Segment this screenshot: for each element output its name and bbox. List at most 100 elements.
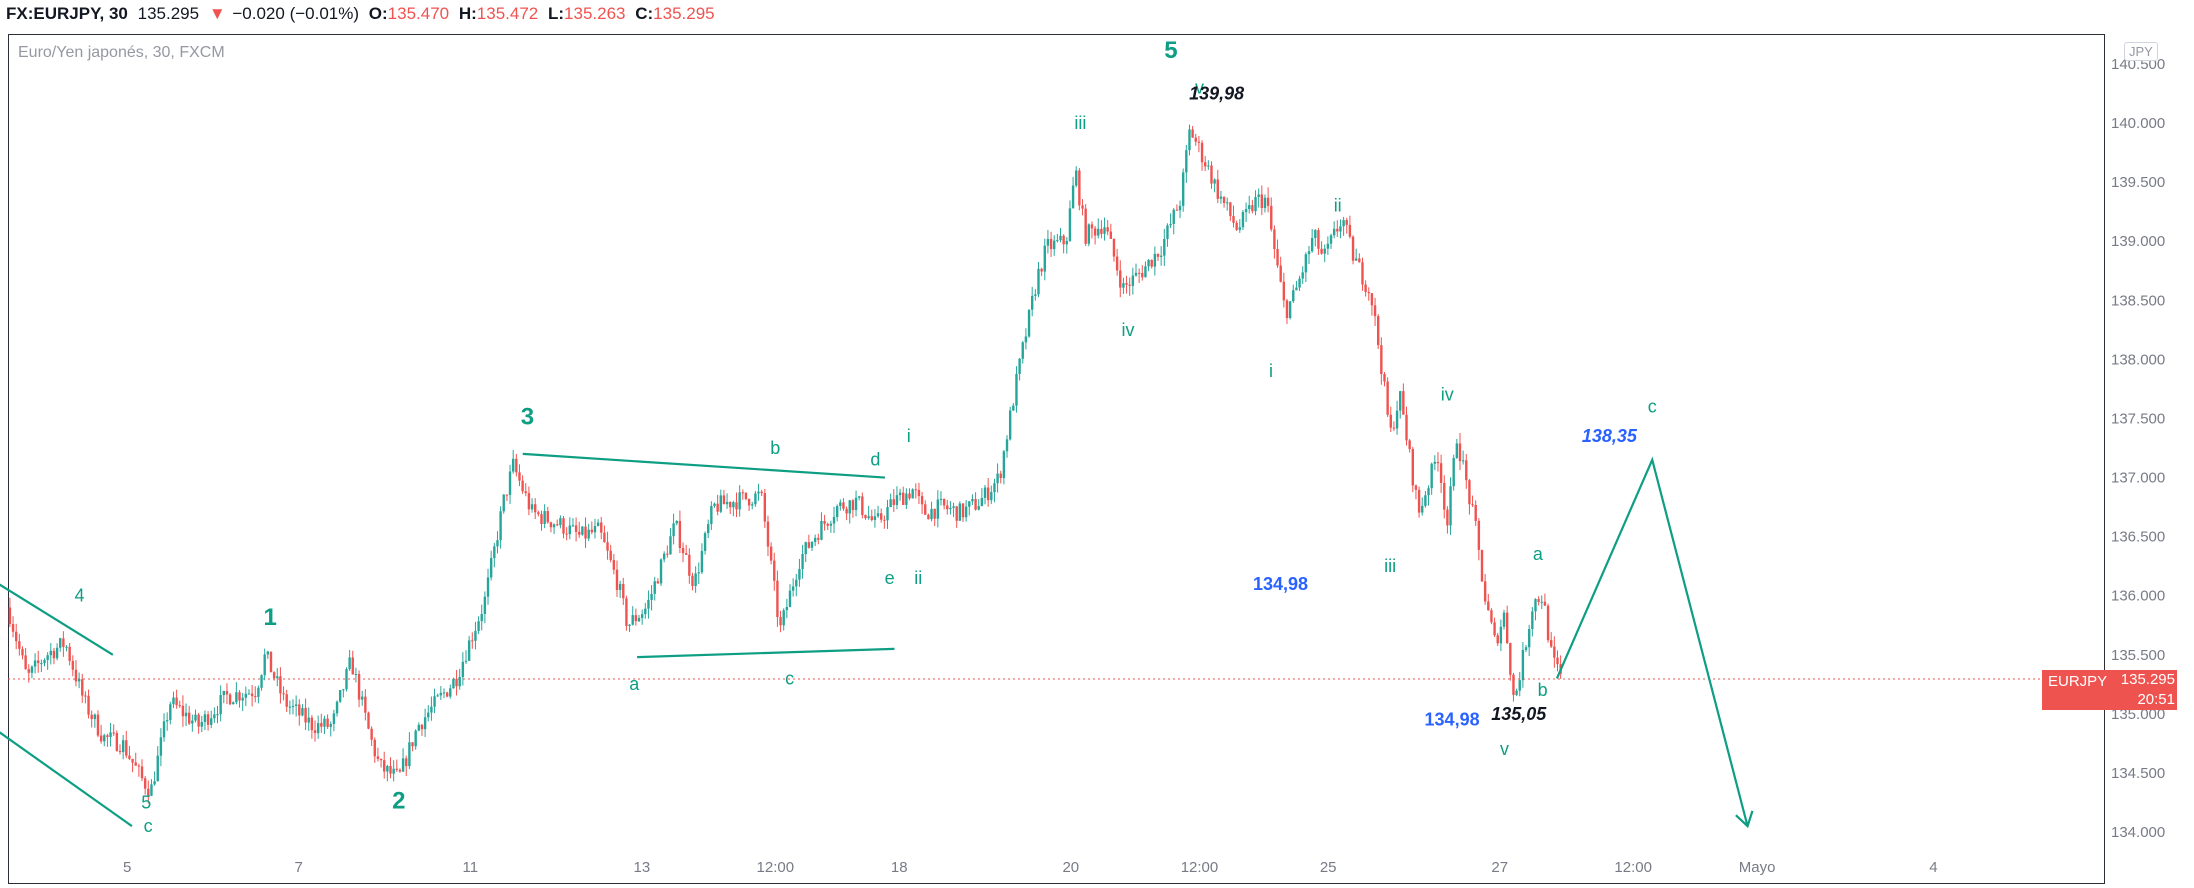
candle-body: [527, 493, 531, 510]
plot-area[interactable]: [8, 34, 2105, 884]
price-axis[interactable]: 134.000 134.500 135.000 135.500 136.000 136.5…: [2111, 56, 2165, 841]
wave-label[interactable]: c: [1648, 397, 1657, 417]
wave-label[interactable]: 5: [1164, 37, 1177, 64]
candle-body: [71, 660, 75, 670]
wave-label[interactable]: ii: [914, 568, 922, 588]
candle-body: [1084, 208, 1087, 244]
candle-body: [1049, 239, 1053, 250]
wave-label[interactable]: b: [770, 438, 780, 458]
candle-body: [471, 640, 474, 642]
candle-body: [266, 651, 270, 655]
candle-body: [716, 503, 719, 512]
candle-body: [1106, 227, 1109, 232]
wave-label[interactable]: v: [1195, 78, 1204, 98]
wave-label[interactable]: d: [870, 450, 880, 470]
time-axis[interactable]: 5 7 11 13 12:00 18 20 12:00 25 27 12:00 Mayo 4: [123, 859, 1938, 876]
triangle-upper-line[interactable]: [522, 452, 885, 479]
wave-label[interactable]: i: [1269, 361, 1273, 381]
wave-label[interactable]: iv: [1441, 385, 1454, 405]
candle-body: [1002, 451, 1006, 479]
candle-body: [832, 517, 836, 524]
wave-label[interactable]: iii: [1074, 113, 1086, 133]
wave-label[interactable]: i: [907, 426, 911, 446]
candle-body: [914, 489, 918, 491]
candle-body: [1027, 309, 1031, 337]
currency-badge[interactable]: JPY: [2124, 42, 2158, 61]
candle-body: [1430, 463, 1433, 489]
candle-body: [744, 492, 748, 500]
high-label: H:: [458, 4, 477, 23]
triangle-lower-line[interactable]: [637, 647, 895, 659]
candle-body: [260, 675, 263, 688]
price-notes[interactable]: 139,98 134,98 134,98 135,05 138,35: [1189, 83, 1638, 729]
candle-body: [1040, 268, 1043, 272]
wave-label[interactable]: a: [1533, 544, 1544, 564]
candle-body: [1062, 235, 1065, 245]
candle-body: [622, 583, 625, 599]
candle-body: [1502, 612, 1506, 627]
wedge-lower-left-line[interactable]: [0, 731, 133, 827]
candle-body: [1093, 228, 1097, 236]
candle-body: [596, 522, 600, 527]
candle-body: [1348, 224, 1352, 237]
candle-body: [684, 553, 688, 555]
candle-body: [609, 550, 612, 561]
candle-body: [55, 647, 59, 659]
time-tick-label: 13: [634, 859, 651, 876]
price-tick-label: 134.500: [2111, 765, 2165, 782]
wedge-upper-left-line[interactable]: [0, 583, 114, 656]
candle-body: [779, 617, 782, 626]
candle-body: [232, 702, 235, 705]
candle-body: [310, 717, 314, 731]
candle-body: [1458, 443, 1462, 462]
price-note-label[interactable]: 138,35: [1582, 426, 1638, 446]
candle-body: [1546, 605, 1550, 641]
candle-body: [807, 542, 811, 548]
price-note-label[interactable]: 134,98: [1425, 710, 1480, 730]
wave-label[interactable]: v: [1500, 739, 1509, 759]
candle-body: [1254, 197, 1257, 212]
candle-body: [763, 493, 767, 522]
wave-label[interactable]: 3: [521, 403, 534, 430]
candle-body: [1443, 482, 1446, 510]
wave-label[interactable]: ii: [1334, 196, 1342, 216]
candle-body: [861, 496, 864, 515]
candle-body: [342, 689, 345, 691]
wave-label[interactable]: b: [1538, 680, 1548, 700]
price-note-label[interactable]: 134,98: [1253, 574, 1308, 594]
candle-body: [398, 769, 402, 772]
wave-label[interactable]: iv: [1121, 320, 1134, 340]
projection-line[interactable]: [1555, 456, 1749, 827]
candle-body: [1292, 290, 1295, 302]
price-note-label[interactable]: 139,98: [1189, 83, 1244, 103]
candle-body: [489, 558, 493, 578]
wave-label[interactable]: 4: [74, 586, 84, 606]
candle-body: [1342, 220, 1345, 227]
wave-label[interactable]: a: [629, 674, 640, 694]
wave-label[interactable]: c: [144, 816, 153, 836]
candle-body: [329, 723, 332, 727]
wave-label[interactable]: 2: [392, 787, 405, 814]
wave-label[interactable]: 1: [263, 604, 276, 631]
candle-body: [40, 663, 43, 665]
candle-body: [96, 714, 100, 736]
wave-label[interactable]: iii: [1384, 556, 1396, 576]
candle-body: [197, 714, 200, 727]
symbol-label[interactable]: FX:EURJPY, 30: [6, 4, 128, 23]
price-note-label[interactable]: 135,05: [1491, 704, 1547, 724]
chart-watermark: Euro/Yen japonés, 30, FXCM: [18, 44, 225, 61]
candle-body: [1414, 485, 1418, 490]
wave-label[interactable]: e: [885, 568, 895, 588]
candle-body: [1030, 295, 1034, 310]
candle-body: [1392, 427, 1396, 429]
candle-body: [817, 537, 820, 540]
trendlines[interactable]: [0, 452, 1754, 829]
wave-label[interactable]: c: [785, 668, 794, 688]
candles: [8, 124, 1562, 804]
candle-body: [725, 502, 729, 505]
candle-body: [106, 735, 109, 737]
wave-label[interactable]: 5: [141, 792, 151, 812]
candle-body: [313, 730, 317, 734]
